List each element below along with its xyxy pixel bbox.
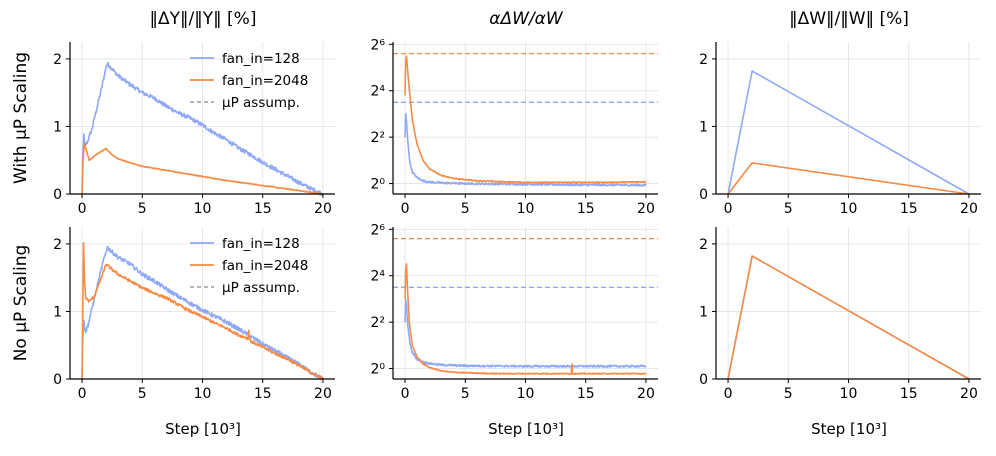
- x-tick-label-2: 10: [517, 201, 535, 217]
- x-tick-label-0: 0: [724, 201, 733, 217]
- y-tick-label-0: 2⁰: [370, 362, 385, 378]
- series-line-fan-in-2048: [727, 162, 970, 195]
- column-titles: ‖ΔY‖/‖Y‖ [%] αΔW/αW ‖ΔW‖/‖W‖ [%]: [150, 9, 909, 29]
- x-tick-label-4: 20: [960, 201, 978, 217]
- legend-label-0: fan_in=128: [222, 51, 300, 67]
- x-tick-label-0: 0: [401, 386, 410, 402]
- x-axis-labels: Step [10³] Step [10³] Step [10³]: [165, 420, 887, 438]
- x-tick-label-4: 20: [637, 386, 655, 402]
- x-tick-label-1: 5: [784, 201, 793, 217]
- x-tick-label-3: 15: [900, 386, 918, 402]
- x-tick-label-0: 0: [401, 201, 410, 217]
- column-title-0: ‖ΔY‖/‖Y‖ [%]: [150, 9, 257, 29]
- x-tick-label-3: 15: [900, 201, 918, 217]
- y-tick-label-2: 2⁴: [370, 84, 385, 100]
- x-tick-label-1: 5: [784, 386, 793, 402]
- y-tick-label-2: 2: [53, 52, 62, 68]
- x-tick-label-4: 20: [960, 386, 978, 402]
- y-tick-label-3: 2⁶: [370, 37, 385, 53]
- x-tick-label-2: 10: [517, 386, 535, 402]
- y-tick-label-3: 2⁶: [370, 222, 385, 238]
- x-tick-label-2: 10: [194, 201, 212, 217]
- x-tick-label-4: 20: [314, 201, 332, 217]
- x-tick-label-3: 15: [577, 386, 595, 402]
- y-tick-label-1: 1: [699, 304, 708, 320]
- panel-r1c0: 0 5 10 15 20 0 1 2: [53, 227, 335, 402]
- panel-r1c2: 0 5 10 15 20 0 1 2: [699, 227, 981, 402]
- x-tick-label-0: 0: [78, 386, 87, 402]
- legend2-label-0: fan_in=128: [222, 236, 300, 252]
- series-line-fan-in-128: [81, 61, 324, 197]
- series-line-fan-in-128: [727, 70, 970, 195]
- legend: fan_in=128 fan_in=2048 μP assump. fan_in=12…: [190, 51, 308, 296]
- x-tick-label-1: 5: [461, 201, 470, 217]
- panel-r0c2: 0 5 10 15 20 0 1 2: [699, 42, 981, 217]
- y-tick-label-0: 0: [53, 187, 62, 203]
- y-tick-label-2: 2: [53, 237, 62, 253]
- series-line-fan-in-2048: [404, 263, 647, 375]
- y-tick-label-2: 2: [699, 52, 708, 68]
- series-line-fan-in-128: [404, 298, 647, 368]
- y-tick-label-1: 2²: [370, 315, 385, 331]
- x-tick-label-1: 5: [138, 201, 147, 217]
- x-tick-label-2: 10: [194, 386, 212, 402]
- row-label-1: No μP Scaling: [11, 245, 31, 362]
- panel-r0c0: 0 5 10 15 20 0 1 2: [53, 42, 335, 217]
- y-tick-label-1: 1: [699, 119, 708, 135]
- row-label-0: With μP Scaling: [11, 52, 31, 184]
- y-tick-label-0: 0: [699, 372, 708, 388]
- x-tick-label-0: 0: [78, 201, 87, 217]
- y-tick-label-1: 2²: [370, 130, 385, 146]
- x-tick-label-1: 5: [461, 386, 470, 402]
- legend2-label-2: μP assump.: [222, 280, 300, 296]
- y-tick-label-1: 1: [53, 119, 62, 135]
- x-axis-label-2: Step [10³]: [811, 420, 887, 438]
- y-tick-label-1: 1: [53, 304, 62, 320]
- legend2-label-1: fan_in=2048: [222, 258, 308, 274]
- legend-label-2: μP assump.: [222, 95, 300, 111]
- x-tick-label-4: 20: [314, 386, 332, 402]
- series-line-fan-in-2048: [81, 241, 324, 381]
- x-axis-label-1: Step [10³]: [488, 420, 564, 438]
- column-title-1: αΔW/αW: [489, 9, 564, 29]
- y-tick-label-2: 2: [699, 237, 708, 253]
- x-tick-label-3: 15: [254, 201, 272, 217]
- series-line-fan-in-128: [81, 245, 324, 380]
- series-line-fan-in-128: [404, 112, 647, 187]
- x-tick-label-3: 15: [254, 386, 272, 402]
- panel-r1c1: 0 5 10 15 20 2⁰ 2² 2⁴ 2⁶: [370, 222, 658, 402]
- x-tick-label-1: 5: [138, 386, 147, 402]
- series-line-fan-in-2048: [727, 255, 970, 380]
- x-tick-label-3: 15: [577, 201, 595, 217]
- y-tick-label-0: 0: [699, 187, 708, 203]
- x-axis-label-0: Step [10³]: [165, 420, 241, 438]
- x-tick-label-0: 0: [724, 386, 733, 402]
- row-labels: With μP Scaling No μP Scaling: [11, 52, 31, 361]
- x-tick-label-4: 20: [637, 201, 655, 217]
- x-tick-label-2: 10: [840, 201, 858, 217]
- series-line-fan-in-2048: [404, 55, 647, 184]
- x-tick-label-2: 10: [840, 386, 858, 402]
- legend-label-1: fan_in=2048: [222, 73, 308, 89]
- y-tick-label-2: 2⁴: [370, 269, 385, 285]
- y-tick-label-0: 0: [53, 372, 62, 388]
- y-tick-label-0: 2⁰: [370, 177, 385, 193]
- panel-r0c1: 0 5 10 15 20 2⁰ 2² 2⁴ 2⁶: [370, 37, 658, 217]
- column-title-2: ‖ΔW‖/‖W‖ [%]: [789, 9, 909, 29]
- series-line-fan-in-2048: [81, 142, 324, 195]
